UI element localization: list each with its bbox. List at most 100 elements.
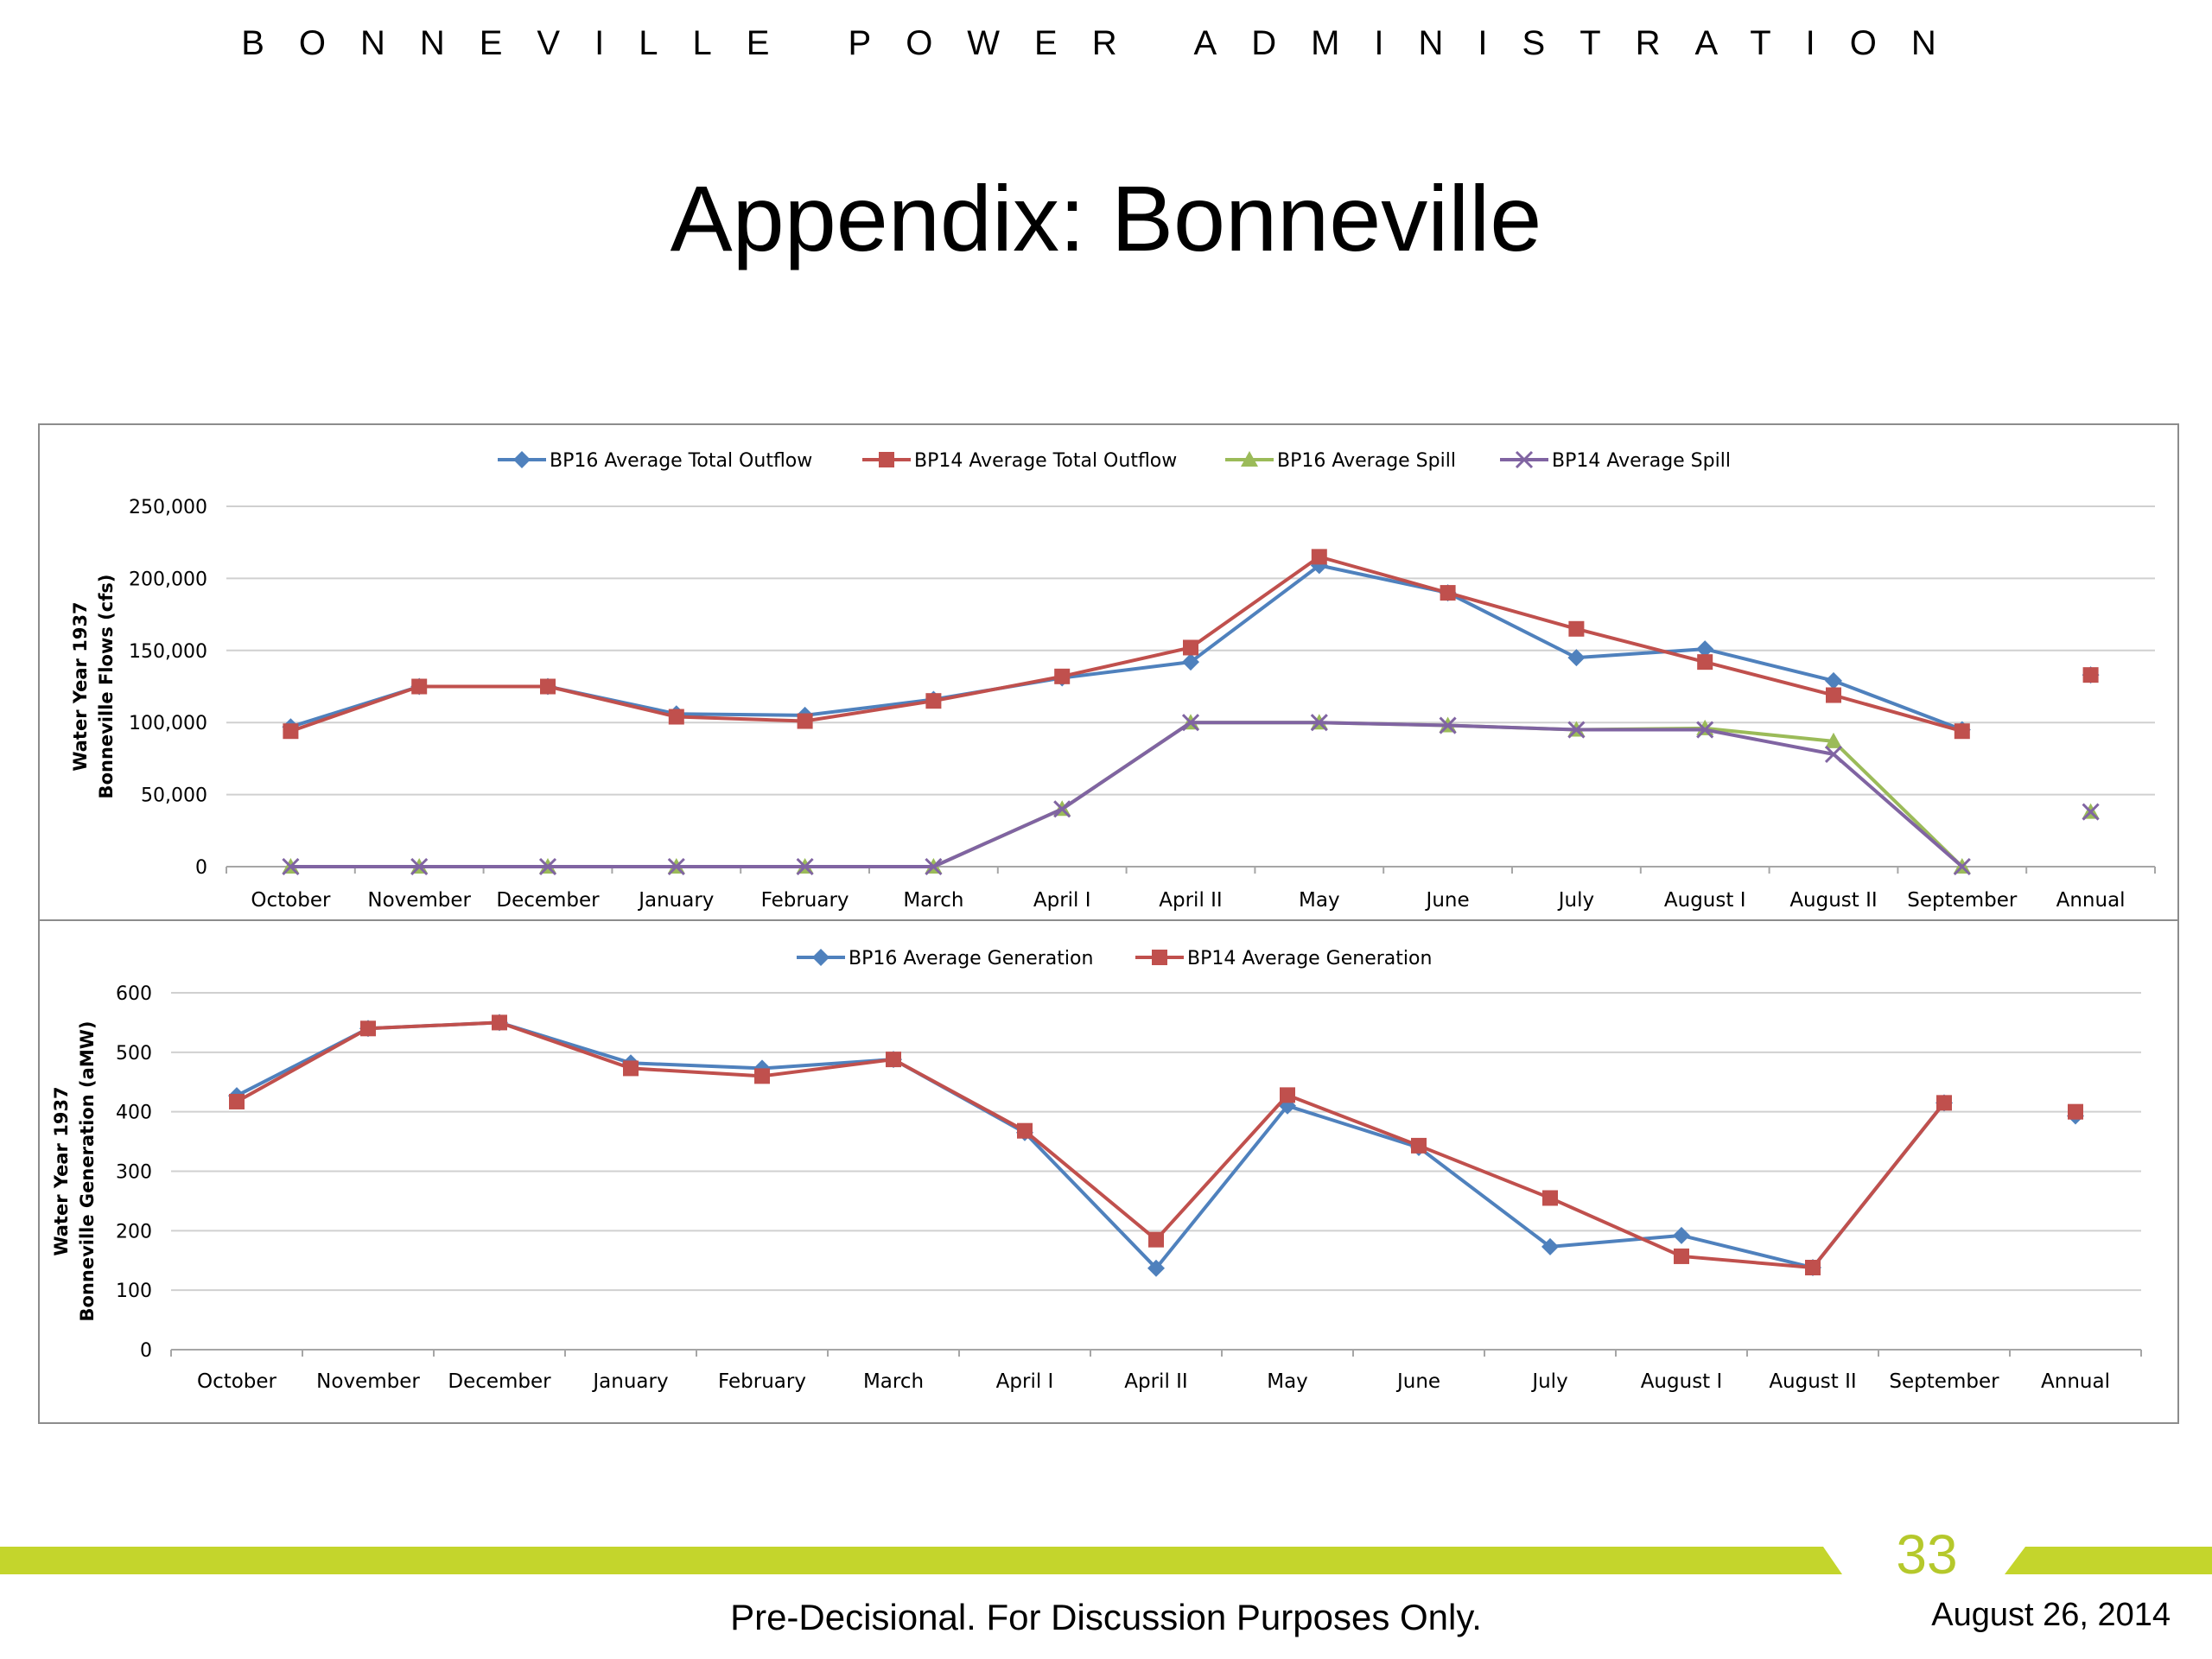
data-point [2068, 1103, 2083, 1120]
x-tick-label: October [251, 889, 331, 912]
data-point [538, 857, 557, 876]
y-tick-label: 400 [116, 1103, 152, 1124]
legend-entry: BP14 Average Generation [1135, 948, 1432, 969]
data-point [1954, 723, 1970, 740]
data-point [229, 1093, 245, 1109]
chart-frame [38, 423, 2179, 1424]
data-point [1541, 1237, 1559, 1255]
y-tick-label: 600 [116, 983, 152, 1005]
data-point [1936, 1095, 1952, 1111]
y-tick-label: 50,000 [141, 785, 207, 807]
page-number: 33 [1896, 1523, 1958, 1586]
y-tick-label: 250,000 [129, 497, 207, 518]
x-tick-label: August II [1789, 889, 1877, 912]
data-point [1825, 671, 1842, 690]
series-bp14-average-spill [282, 714, 2100, 876]
data-point [1182, 653, 1199, 671]
data-point [1181, 714, 1200, 732]
legend-label: BP16 Average Total Outflow [550, 450, 812, 472]
x-tick-label: April I [996, 1370, 1054, 1393]
y-tick-label: 200,000 [129, 569, 207, 590]
data-point [360, 1020, 376, 1037]
data-point [925, 857, 943, 876]
y-tick-label: 500 [116, 1043, 152, 1065]
data-point [1953, 857, 1971, 876]
chart-2: 0 100 200 300 400 500 600 October November Decemb… [51, 948, 2142, 1393]
chart-divider [38, 919, 2179, 921]
series-bp14-average-total-outflow [283, 549, 2099, 740]
legend-label: BP14 Average Generation [1187, 948, 1432, 969]
data-point [1148, 1231, 1164, 1248]
x-tick-label: March [903, 889, 963, 912]
legend-marker [1152, 950, 1167, 965]
y-tick-label: 300 [116, 1162, 152, 1184]
x-tick-label: November [367, 889, 471, 912]
series-line [290, 721, 1964, 868]
legend-label: BP14 Average Spill [1552, 450, 1731, 472]
data-point [1542, 1190, 1558, 1206]
data-point [411, 678, 428, 695]
data-point [1826, 687, 1841, 703]
data-point [410, 857, 429, 876]
data-point [2082, 803, 2100, 821]
data-point [1567, 721, 1586, 739]
data-point [925, 693, 942, 709]
y-tick-label: 100,000 [129, 713, 207, 734]
legend-label: BP16 Average Generation [849, 948, 1093, 969]
data-point [2082, 667, 2099, 683]
x-tick-label: January [637, 889, 714, 912]
data-point [1280, 1087, 1295, 1103]
y-tick-label: 200 [116, 1221, 152, 1243]
x-tick-label: December [448, 1370, 551, 1393]
legend-entry: BP16 Average Total Outflow [498, 450, 812, 472]
x-tick-label: February [718, 1370, 806, 1393]
x-tick-label: April II [1159, 889, 1222, 912]
x-tick-label: May [1267, 1370, 1308, 1393]
data-point [1825, 732, 1842, 748]
footer-accent-bar-left [0, 1547, 1842, 1574]
data-point [1017, 1122, 1033, 1139]
y-axis-title: Water Year 1937 Bonneville Flows (cfs) [70, 575, 117, 799]
data-point [492, 1014, 507, 1031]
x-tick-label: November [316, 1370, 420, 1393]
legend-marker [513, 451, 531, 468]
legend-marker [812, 949, 830, 966]
x-tick-label: Annual [2041, 1370, 2110, 1393]
legend-marker [879, 452, 894, 467]
organization-header: BONNEVILLE POWER ADMINISTRATION [241, 24, 1971, 62]
data-point [1567, 649, 1586, 667]
disclaimer-text: Pre-Decisional. For Discussion Purposes … [730, 1597, 1482, 1637]
x-tick-label: April II [1124, 1370, 1187, 1393]
footer-accent-bar-right [2005, 1547, 2212, 1574]
footer-date: August 26, 2014 [1931, 1597, 2171, 1633]
x-tick-label: October [197, 1370, 277, 1393]
legend-entry: BP14 Average Spill [1500, 450, 1731, 472]
legend-entry: BP16 Average Generation [797, 948, 1093, 969]
data-point [1805, 1260, 1821, 1276]
data-point [667, 857, 685, 876]
legend-marker [1241, 451, 1258, 467]
x-tick-label: September [1907, 889, 2018, 912]
y-tick-label: 150,000 [129, 641, 207, 663]
y-tick-label: 0 [140, 1340, 152, 1362]
legend-entry: BP14 Average Total Outflow [862, 450, 1177, 472]
data-point [1147, 1259, 1165, 1277]
data-point [623, 1060, 639, 1077]
data-point [1696, 721, 1714, 739]
data-point [1310, 714, 1328, 732]
x-tick-label: May [1299, 889, 1340, 912]
data-point [1674, 1248, 1689, 1264]
legend-marker [1515, 450, 1534, 469]
data-point [282, 857, 300, 876]
legend-entry: BP16 Average Spill [1225, 450, 1456, 472]
y-tick-label: 100 [116, 1281, 152, 1302]
x-tick-label: April I [1033, 889, 1091, 912]
data-point [797, 713, 813, 729]
y-axis-title: Water Year 1937 Bonneville Generation (aM… [51, 1021, 98, 1322]
data-point [283, 723, 299, 740]
x-tick-label: March [863, 1370, 924, 1393]
x-tick-label: July [1557, 889, 1594, 912]
data-point [1568, 620, 1585, 637]
data-point [886, 1052, 901, 1068]
